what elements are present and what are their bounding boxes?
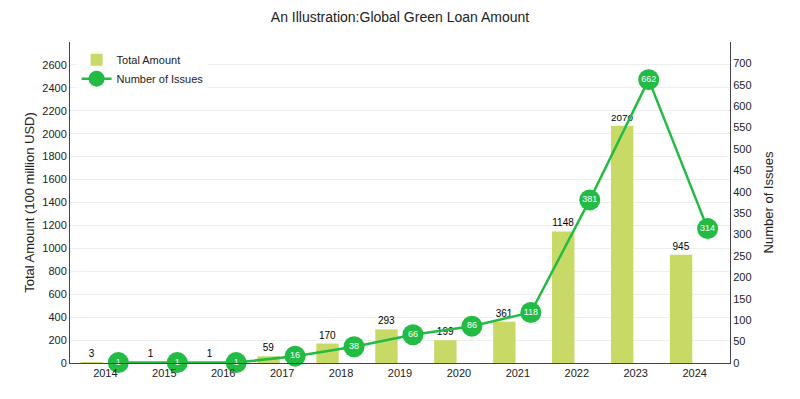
svg-text:38: 38: [349, 341, 359, 351]
svg-text:2017: 2017: [270, 367, 294, 379]
svg-text:400: 400: [733, 186, 751, 198]
svg-text:350: 350: [733, 207, 751, 219]
svg-text:199: 199: [437, 326, 454, 337]
svg-text:2020: 2020: [447, 367, 471, 379]
svg-text:86: 86: [467, 320, 477, 330]
svg-text:Number of Issues: Number of Issues: [761, 151, 776, 253]
svg-text:2000: 2000: [42, 128, 66, 140]
svg-text:1: 1: [175, 357, 180, 367]
svg-text:300: 300: [733, 228, 751, 240]
svg-text:314: 314: [700, 223, 715, 233]
svg-text:945: 945: [673, 241, 690, 252]
svg-text:2022: 2022: [565, 367, 589, 379]
svg-text:700: 700: [733, 57, 751, 69]
svg-text:2024: 2024: [682, 367, 706, 379]
svg-text:1148: 1148: [552, 217, 574, 228]
svg-text:66: 66: [408, 329, 418, 339]
svg-text:2016: 2016: [211, 367, 235, 379]
svg-text:1: 1: [207, 348, 213, 359]
svg-text:2021: 2021: [506, 367, 530, 379]
svg-text:1600: 1600: [42, 173, 66, 185]
svg-text:2015: 2015: [152, 367, 176, 379]
svg-text:Number of Issues: Number of Issues: [117, 73, 204, 85]
svg-text:400: 400: [48, 311, 66, 323]
svg-text:2400: 2400: [42, 82, 66, 94]
svg-text:500: 500: [733, 143, 751, 155]
svg-text:150: 150: [733, 293, 751, 305]
svg-text:118: 118: [524, 307, 538, 317]
svg-text:200: 200: [733, 271, 751, 283]
svg-text:1: 1: [148, 348, 154, 359]
svg-text:450: 450: [733, 164, 751, 176]
svg-text:2200: 2200: [42, 105, 66, 117]
svg-text:50: 50: [733, 335, 745, 347]
svg-text:550: 550: [733, 121, 751, 133]
svg-text:3: 3: [89, 348, 95, 359]
svg-text:662: 662: [641, 74, 656, 84]
svg-text:1: 1: [234, 357, 239, 367]
svg-text:100: 100: [733, 314, 751, 326]
svg-text:2070: 2070: [611, 112, 633, 123]
svg-text:Total Amount: Total Amount: [117, 54, 181, 66]
svg-text:1800: 1800: [42, 150, 66, 162]
svg-text:600: 600: [48, 288, 66, 300]
svg-text:59: 59: [263, 342, 275, 353]
svg-text:1: 1: [116, 357, 121, 367]
svg-text:170: 170: [319, 330, 336, 341]
svg-text:2600: 2600: [42, 59, 66, 71]
svg-text:650: 650: [733, 79, 751, 91]
svg-text:16: 16: [290, 350, 300, 360]
svg-text:361: 361: [496, 308, 513, 319]
svg-text:600: 600: [733, 100, 751, 112]
svg-text:0: 0: [733, 357, 739, 369]
svg-text:Total Amount (100 million USD): Total Amount (100 million USD): [22, 112, 37, 293]
svg-text:381: 381: [582, 194, 597, 204]
svg-text:250: 250: [733, 250, 751, 262]
svg-text:200: 200: [48, 334, 66, 346]
svg-text:1200: 1200: [42, 219, 66, 231]
svg-text:2018: 2018: [329, 367, 353, 379]
svg-text:2019: 2019: [388, 367, 412, 379]
svg-text:2014: 2014: [93, 367, 117, 379]
svg-text:800: 800: [48, 265, 66, 277]
svg-text:An Illustration:Global Green L: An Illustration:Global Green Loan Amount: [271, 9, 529, 25]
svg-text:1000: 1000: [42, 242, 66, 254]
svg-text:1400: 1400: [42, 196, 66, 208]
svg-text:0: 0: [61, 357, 67, 369]
svg-text:2023: 2023: [623, 367, 647, 379]
svg-text:293: 293: [378, 315, 395, 326]
